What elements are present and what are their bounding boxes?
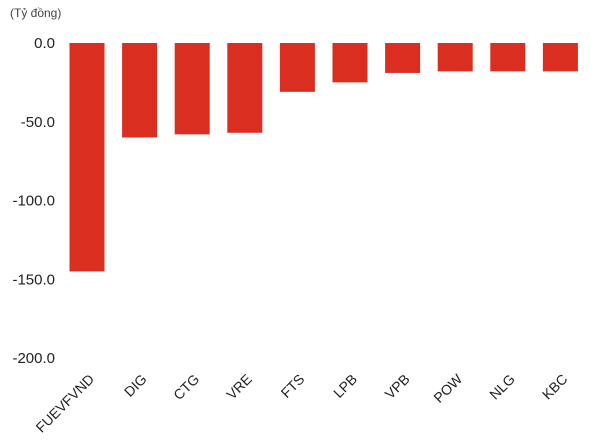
y-tick-label: -150.0 [12,271,55,288]
x-tick-label: FUEVFVND [32,371,97,436]
y-axis-ticks: 0.0 -50.0 -100.0 -150.0 -200.0 [12,35,55,367]
x-tick-label: DIG [121,371,150,400]
bar-nlg [490,43,526,72]
unit-label: (Tỷ đồng) [10,6,61,20]
x-tick-label: FTS [278,371,308,401]
bar-pow [437,43,473,72]
x-tick-label: VRE [223,371,255,403]
x-tick-label: CTG [170,371,202,403]
x-tick-label: LPB [330,371,360,401]
bar-fts [279,43,315,92]
bar-fuevfvnd [69,43,105,272]
bar-dig [122,43,158,138]
bar-vre [227,43,263,133]
x-tick-label: POW [430,370,466,406]
x-tick-label: KBC [539,371,571,403]
y-tick-label: 0.0 [34,35,55,52]
x-tick-label: NLG [486,371,518,403]
bar-lpb [332,43,368,83]
bars [69,43,578,272]
y-tick-label: -100.0 [12,193,55,210]
x-tick-label: VPB [382,371,413,402]
bar-vpb [385,43,421,73]
bar-ctg [174,43,210,135]
y-tick-label: -50.0 [21,114,55,131]
x-axis-labels: FUEVFVND DIG CTG VRE FTS LPB VPB POW NLG KBC [32,370,570,435]
y-tick-label: -200.0 [12,350,55,367]
bar-kbc [542,43,578,72]
